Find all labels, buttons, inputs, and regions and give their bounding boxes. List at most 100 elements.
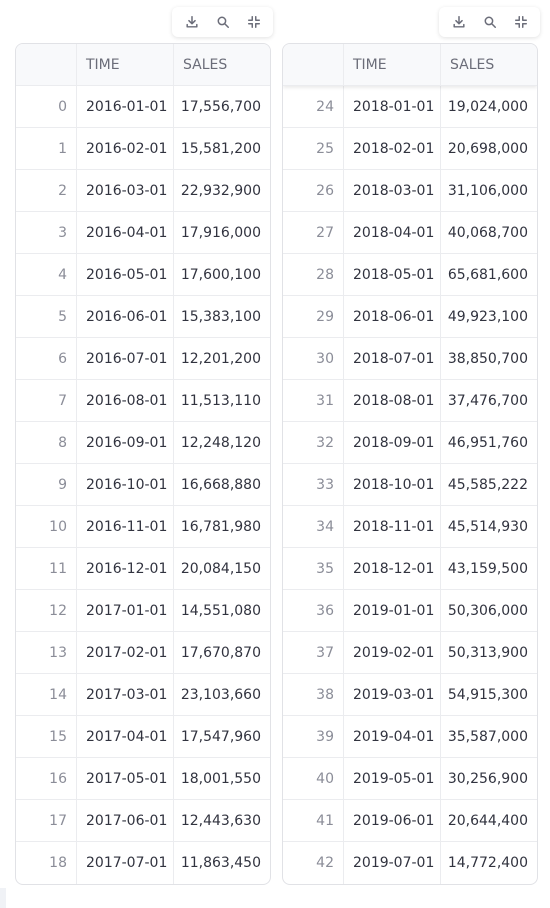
sales-cell[interactable]: 12,248,120 [180,434,261,451]
time-cell[interactable]: 2017-02-01 [77,632,174,673]
collapse-button[interactable] [505,7,536,37]
sales-cell[interactable]: 38,850,700 [447,350,528,367]
time-cell[interactable]: 2017-06-01 [77,800,174,841]
sales-cell[interactable]: 12,443,630 [180,812,261,829]
row-index-cell[interactable]: 37 [283,632,344,673]
time-cell[interactable]: 2017-04-01 [77,716,174,757]
row-index-cell[interactable]: 31 [283,380,344,421]
time-cell[interactable]: 2018-03-01 [344,170,441,211]
time-cell[interactable]: 2017-01-01 [77,590,174,631]
row-index-cell[interactable]: 34 [283,506,344,547]
sales-cell[interactable]: 23,103,660 [180,686,261,703]
time-cell[interactable]: 2019-06-01 [344,800,441,841]
row-index-cell[interactable]: 28 [283,254,344,295]
sales-cell[interactable]: 54,915,300 [447,686,528,703]
sales-cell[interactable]: 17,600,100 [180,266,261,283]
time-cell[interactable]: 2019-01-01 [344,590,441,631]
sales-cell[interactable]: 40,068,700 [447,224,528,241]
sales-cell[interactable]: 50,306,000 [447,602,528,619]
row-index-cell[interactable]: 13 [16,632,77,673]
row-index-cell[interactable]: 42 [283,842,344,884]
row-index-cell[interactable]: 2 [16,170,77,211]
download-button[interactable] [443,7,474,37]
sales-cell[interactable]: 16,668,880 [180,476,261,493]
row-index-cell[interactable]: 3 [16,212,77,253]
time-cell[interactable]: 2018-12-01 [344,548,441,589]
time-cell[interactable]: 2018-05-01 [344,254,441,295]
time-cell[interactable]: 2016-08-01 [77,380,174,421]
row-index-cell[interactable]: 35 [283,548,344,589]
time-cell[interactable]: 2016-01-01 [77,86,174,127]
row-index-cell[interactable]: 41 [283,800,344,841]
sales-cell[interactable]: 11,863,450 [180,855,261,871]
sales-cell[interactable]: 45,514,930 [447,518,528,535]
time-cell[interactable]: 2018-11-01 [344,506,441,547]
sales-cell[interactable]: 20,084,150 [180,560,261,577]
row-index-cell[interactable]: 14 [16,674,77,715]
time-cell[interactable]: 2016-02-01 [77,128,174,169]
sales-cell[interactable]: 17,556,700 [180,98,261,115]
download-button[interactable] [176,7,207,37]
time-column-header[interactable]: TIME [77,44,174,85]
time-cell[interactable]: 2019-04-01 [344,716,441,757]
sales-cell[interactable]: 19,024,000 [447,98,528,115]
row-index-cell[interactable]: 36 [283,590,344,631]
sales-cell[interactable]: 20,644,400 [447,812,528,829]
sales-column-header[interactable]: SALES [183,56,228,73]
time-cell[interactable]: 2016-04-01 [77,212,174,253]
sales-cell[interactable]: 31,106,000 [447,182,528,199]
left-data-table[interactable]: TIME SALES 0 2016-01-01 17,556,700 1 2016-02… [15,43,271,885]
row-index-cell[interactable]: 5 [16,296,77,337]
time-cell[interactable]: 2016-05-01 [77,254,174,295]
row-index-cell[interactable]: 12 [16,590,77,631]
row-index-cell[interactable]: 25 [283,128,344,169]
row-index-cell[interactable]: 9 [16,464,77,505]
time-cell[interactable]: 2018-08-01 [344,380,441,421]
sales-cell[interactable]: 16,781,980 [180,518,261,535]
sales-cell[interactable]: 17,547,960 [180,728,261,745]
sales-cell[interactable]: 17,916,000 [180,224,261,241]
row-index-cell[interactable]: 6 [16,338,77,379]
sales-cell[interactable]: 22,932,900 [180,182,261,199]
time-cell[interactable]: 2018-10-01 [344,464,441,505]
sales-column-header[interactable]: SALES [450,56,495,73]
time-cell[interactable]: 2016-12-01 [77,548,174,589]
row-index-cell[interactable]: 38 [283,674,344,715]
time-cell[interactable]: 2017-05-01 [77,758,174,799]
time-cell[interactable]: 2018-06-01 [344,296,441,337]
row-index-cell[interactable]: 16 [16,758,77,799]
row-index-cell[interactable]: 27 [283,212,344,253]
row-index-cell[interactable]: 32 [283,422,344,463]
row-index-cell[interactable]: 8 [16,422,77,463]
sales-cell[interactable]: 30,256,900 [447,770,528,787]
sales-cell[interactable]: 11,513,110 [180,392,261,409]
time-cell[interactable]: 2018-02-01 [344,128,441,169]
index-column-header[interactable] [283,44,344,85]
time-cell[interactable]: 2018-01-01 [344,86,441,127]
row-index-cell[interactable]: 24 [283,86,344,127]
row-index-cell[interactable]: 10 [16,506,77,547]
sales-cell[interactable]: 35,587,000 [447,728,528,745]
time-cell[interactable]: 2017-07-01 [77,842,174,884]
sales-cell[interactable]: 50,313,900 [447,644,528,661]
row-index-cell[interactable]: 33 [283,464,344,505]
index-column-header[interactable] [16,44,77,85]
time-cell[interactable]: 2016-03-01 [77,170,174,211]
row-index-cell[interactable]: 40 [283,758,344,799]
time-cell[interactable]: 2019-02-01 [344,632,441,673]
row-index-cell[interactable]: 11 [16,548,77,589]
row-index-cell[interactable]: 7 [16,380,77,421]
row-index-cell[interactable]: 26 [283,170,344,211]
row-index-cell[interactable]: 18 [16,842,77,884]
sales-cell[interactable]: 46,951,760 [447,434,528,451]
time-cell[interactable]: 2019-03-01 [344,674,441,715]
sales-cell[interactable]: 12,201,200 [180,350,261,367]
search-button[interactable] [207,7,238,37]
collapse-button[interactable] [238,7,269,37]
time-cell[interactable]: 2019-05-01 [344,758,441,799]
time-cell[interactable]: 2016-09-01 [77,422,174,463]
sales-cell[interactable]: 18,001,550 [180,770,261,787]
sales-cell[interactable]: 65,681,600 [447,266,528,283]
sales-cell[interactable]: 14,551,080 [180,602,261,619]
sales-cell[interactable]: 17,670,870 [180,644,261,661]
